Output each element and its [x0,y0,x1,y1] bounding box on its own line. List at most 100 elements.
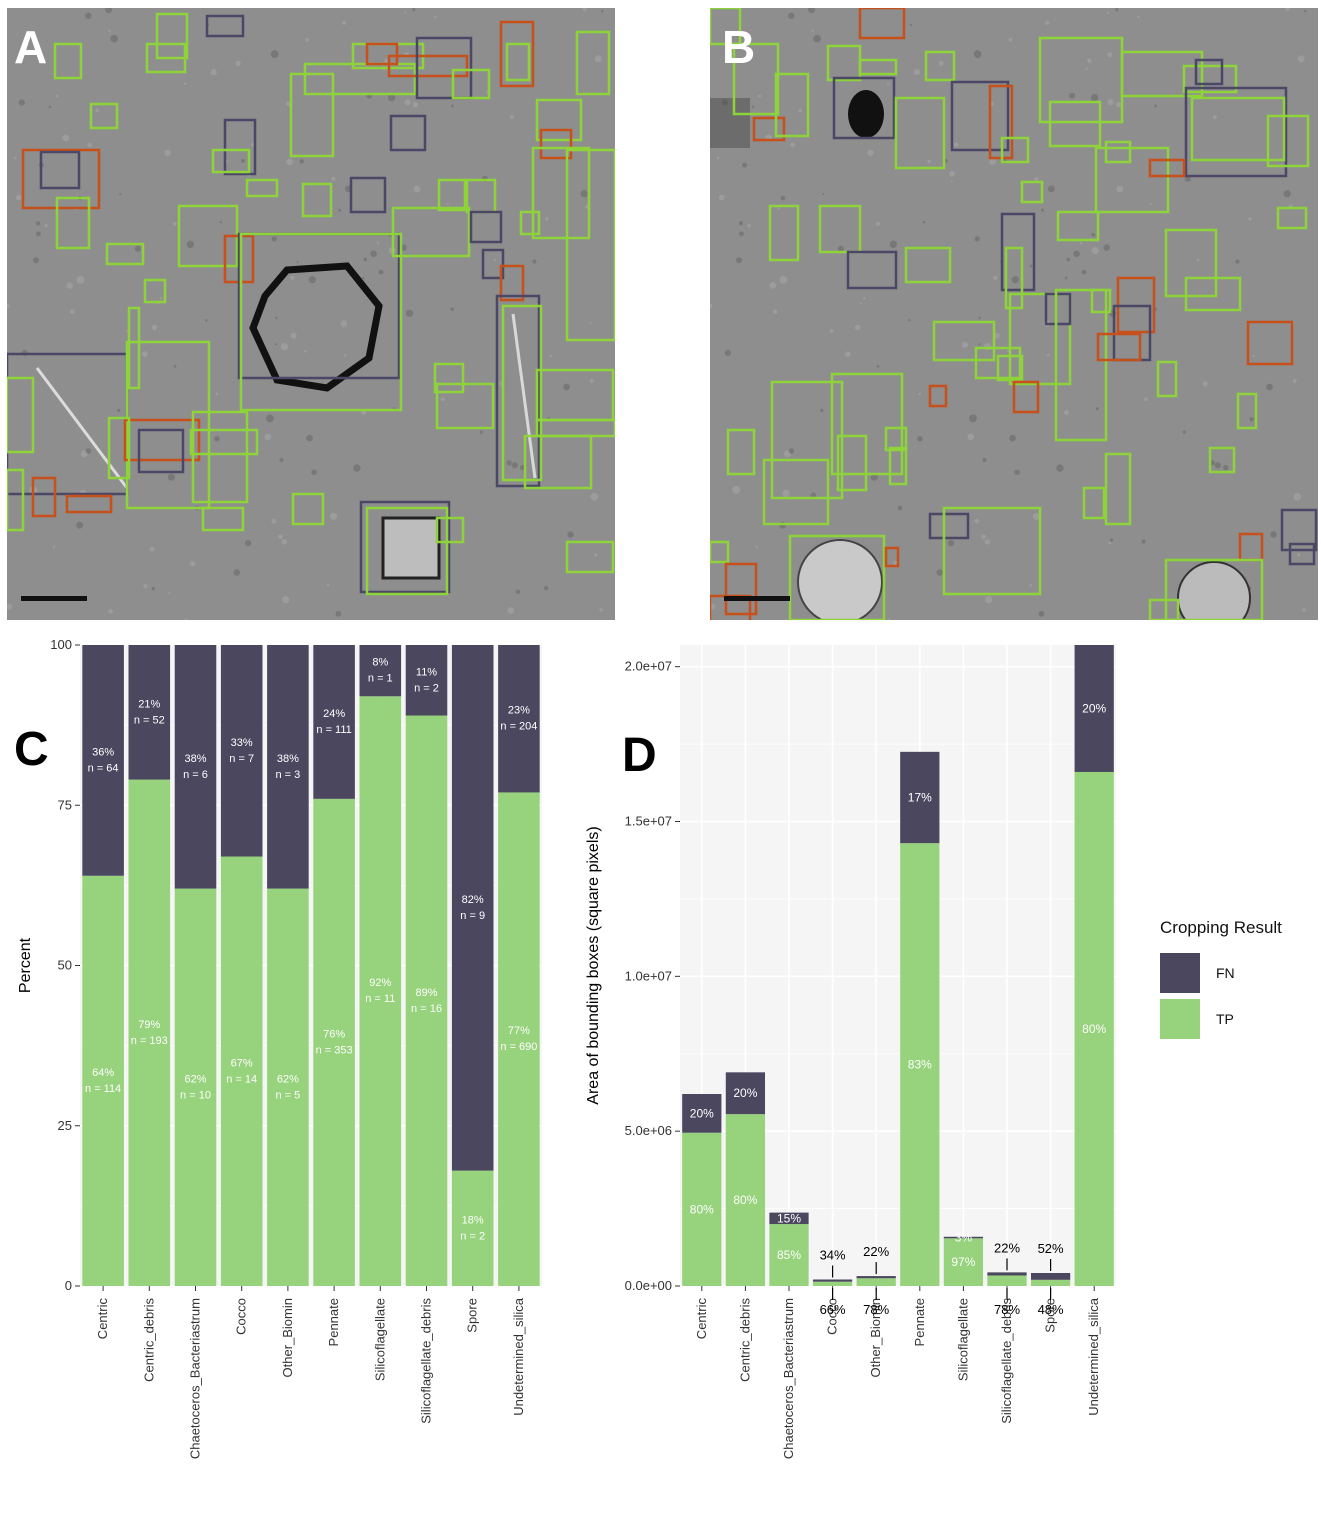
bounding-box [21,148,101,210]
x-tick-label: Centric [694,1298,709,1340]
debris-speck [1285,8,1290,12]
legend-entry-tp: TP [1160,996,1320,1042]
debris-speck [969,414,977,423]
bounding-box [770,380,844,500]
debris-speck [918,392,922,396]
debris-speck [777,207,780,211]
bar-tp-Chaetoceros_Bacteriastrum [769,1224,809,1286]
debris-speck [1108,541,1112,545]
debris-speck [1270,531,1277,538]
label-fn-pct: 20% [733,1086,757,1100]
scale-bar [724,596,790,601]
bounding-box [245,178,279,198]
debris-speck [35,221,41,226]
debris-speck [1297,55,1305,63]
debris-speck [36,231,41,237]
bounding-box [1048,100,1102,148]
debris-speck [172,221,177,226]
bounding-box [437,178,467,212]
debris-speck [1046,353,1050,357]
bounding-box [127,306,141,390]
debris-speck [506,460,512,466]
debris-speck [738,221,744,226]
bar-fn-Cocco [812,1279,853,1282]
bounding-box [1288,542,1316,566]
debris-speck [908,319,911,322]
debris-speck [1008,38,1013,42]
panel-letter-a: A [14,21,48,73]
debris-speck [897,505,903,511]
bounding-box [846,250,898,290]
y-tick-label: 1.0e+07 [625,968,672,983]
bounding-box [1280,508,1318,552]
debris-speck [961,341,968,348]
x-tick-label: Pennate [912,1298,927,1346]
debris-speck [1091,232,1096,237]
debris-speck [110,34,118,43]
debris-speck [732,485,741,494]
bar-tp-Cocco [812,1281,853,1286]
debris-speck [450,307,455,311]
bounding-box [1266,114,1310,168]
bounding-box [191,410,249,504]
bar-tp-Centric_debris [725,1114,766,1286]
debris-speck [151,324,158,331]
debris-speck [69,309,75,315]
label-fn-n: n = 7 [229,753,254,765]
label-fn-pct: 34% [820,1247,846,1262]
bounding-box [768,204,800,262]
bar-tp-Chaetoceros_Bacteriastrum [174,888,217,1286]
debris-speck [982,458,987,463]
debris-speck [751,105,755,109]
label-fn-pct: 82% [462,894,484,906]
bounding-box [535,368,615,422]
debris-speck [342,20,347,25]
label-fn-n: n = 64 [88,762,119,774]
debris-speck [724,349,731,357]
bounding-box [499,264,525,302]
debris-speck [515,589,521,594]
debris-speck [889,240,898,249]
bounding-box [1090,288,1112,314]
label-tp-pct: 78% [863,1302,889,1317]
debris-speck [1141,539,1146,544]
x-tick-label: Centric_debris [141,1298,156,1382]
label-tp-pct: 18% [462,1214,484,1226]
legend-key-tp [1160,999,1200,1039]
debris-speck [87,142,93,148]
bounding-box [1094,146,1170,214]
debris-speck [1034,176,1039,181]
debris-speck [1202,381,1208,387]
bounding-box [904,246,952,284]
label-tp-pct: 85% [777,1248,801,1262]
debris-speck [1041,208,1045,212]
x-tick-label: Undetermined_silica [1086,1297,1101,1416]
debris-speck [859,302,862,305]
debris-speck [887,618,891,620]
bar-fn-Undetermined_silica [498,645,540,793]
bounding-box [1164,558,1264,620]
debris-speck [808,8,816,14]
debris-speck [305,38,310,42]
debris-speck [1069,92,1076,99]
bounding-box [1184,86,1288,178]
specimen-square [381,516,441,580]
debris-speck [788,448,795,454]
bounding-box [836,434,868,492]
bounding-box [201,506,245,532]
debris-speck [1214,462,1221,469]
bar-fn-Other_Biomin [856,1276,896,1279]
debris-speck [205,319,208,322]
debris-speck [822,192,825,196]
debris-speck [811,29,814,33]
debris-speck [1045,20,1050,25]
debris-speck [353,464,361,472]
bounding-box [211,148,251,174]
debris-speck [48,105,52,109]
bar-fn-Chaetoceros_Bacteriastrum [174,645,217,889]
bounding-box [950,80,1010,152]
debris-speck [264,433,272,441]
debris-speck [280,342,289,351]
y-tick-label: 50 [58,958,72,973]
debris-speck [1038,610,1045,617]
